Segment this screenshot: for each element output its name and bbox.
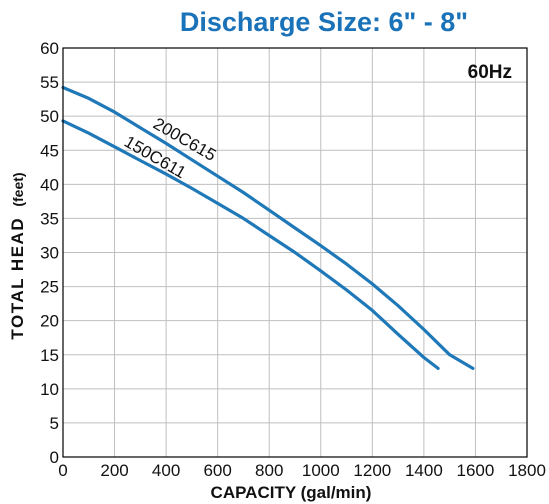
x-tick-label: 200 [100,461,128,480]
curves [61,85,475,370]
y-tick-label: 60 [40,39,59,58]
y-tick-label: 30 [40,244,59,263]
y-tick-label: 50 [40,107,59,126]
y-tick-label: 25 [40,278,59,297]
y-axis-label-main: TOTAL HEAD [8,217,27,340]
series-line-150c611 [61,119,440,370]
y-tick-labels: 0 5 10 15 20 25 30 35 40 45 50 55 60 [40,39,59,467]
y-tick-label: 45 [40,141,59,160]
plot-frame [62,47,528,458]
y-axis-label: TOTAL HEAD (feet) [8,172,27,339]
x-tick-label: 1800 [508,461,546,480]
y-tick-label: 55 [40,73,59,92]
y-tick-label: 20 [40,312,59,331]
x-tick-labels: 0 200 400 600 800 1000 1200 1400 1600 1800 [58,461,546,480]
x-tick-label: 800 [255,461,283,480]
x-tick-label: 600 [203,461,231,480]
y-tick-label: 15 [40,346,59,365]
y-tick-label: 0 [50,448,59,467]
x-tick-label: 400 [152,461,180,480]
y-tick-label: 10 [40,380,59,399]
x-tick-label: 1400 [405,461,443,480]
y-tick-label: 5 [50,414,59,433]
x-tick-label: 0 [58,461,67,480]
series-line-200c615 [61,85,475,370]
y-axis-label-unit: (feet) [10,172,26,206]
frequency-label: 60Hz [468,62,512,83]
x-axis-label: CAPACITY (gal/min) [211,483,372,502]
y-tick-label: 40 [40,175,59,194]
x-tick-label: 1600 [457,461,495,480]
x-tick-label: 1200 [353,461,391,480]
svg-text:TOTAL HEAD (feet): TOTAL HEAD (feet) [8,172,27,339]
chart-title: Discharge Size: 6" - 8" [180,7,468,37]
y-tick-label: 35 [40,209,59,228]
x-tick-label: 1000 [302,461,340,480]
